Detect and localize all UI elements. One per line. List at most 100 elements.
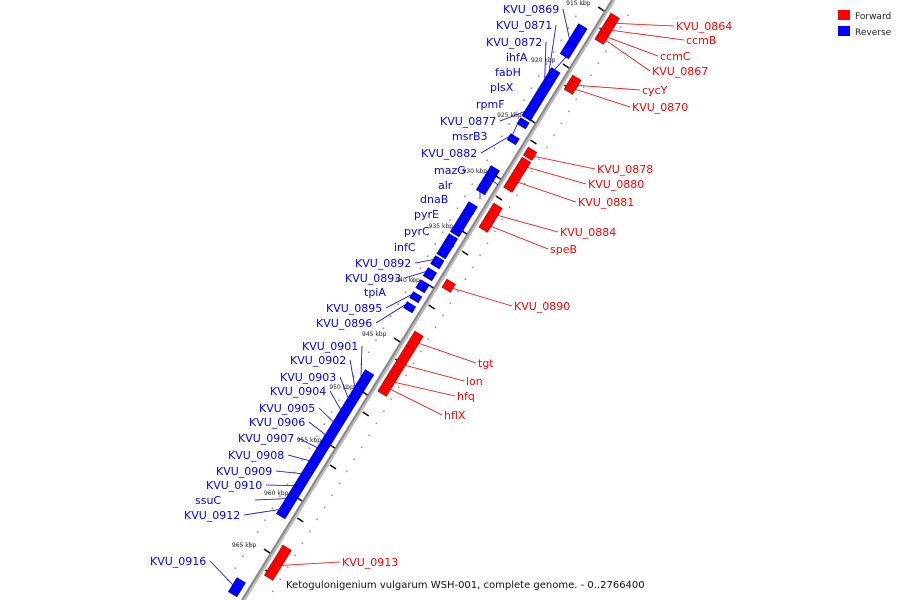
gene-feature-hflx[interactable]	[377, 376, 396, 397]
gene-label-kvu_0869[interactable]: KVU_0869	[503, 3, 559, 16]
guide-dot	[382, 327, 385, 330]
gene-feature-kvu_0912[interactable]	[276, 505, 291, 520]
gene-feature-kvu_0893[interactable]	[422, 267, 438, 282]
guide-dot	[441, 231, 444, 234]
gene-label-tgt[interactable]: tgt	[478, 357, 494, 370]
legend: Forward Reverse	[838, 10, 892, 38]
gene-feature-kvu_0877[interactable]	[521, 107, 536, 122]
gene-label-kvu_0881[interactable]: KVU_0881	[578, 196, 634, 209]
gene-label-fabh[interactable]: fabH	[495, 66, 521, 79]
guide-dot	[353, 375, 355, 378]
gene-label-kvu_0912[interactable]: KVU_0912	[184, 509, 240, 522]
gene-feature-kvu_0913[interactable]	[263, 544, 292, 581]
gene-feature-tpia[interactable]	[415, 279, 430, 294]
gene-feature-infc[interactable]	[436, 233, 459, 260]
gene-label-kvu_0904[interactable]: KVU_0904	[270, 385, 326, 398]
gene-label-speb[interactable]: speB	[550, 243, 577, 256]
gene-label-hflx[interactable]: hflX	[444, 409, 466, 422]
gene-feature-kvu_0892[interactable]	[430, 255, 445, 270]
guide-dot	[375, 339, 377, 342]
gene-label-kvu_0913[interactable]: KVU_0913	[342, 556, 398, 569]
gene-label-kvu_0909[interactable]: KVU_0909	[216, 465, 272, 478]
gene-feature-msrb3[interactable]	[516, 117, 530, 130]
leader-line	[405, 365, 465, 382]
gene-label-kvu_0878[interactable]: KVU_0878	[597, 163, 653, 176]
leader-line	[528, 103, 537, 106]
gene-label-ssuc[interactable]: ssuC	[195, 494, 221, 507]
leader-line	[518, 182, 577, 203]
gene-label-kvu_0867[interactable]: KVU_0867	[652, 65, 708, 78]
gene-label-kvu_0903[interactable]: KVU_0903	[280, 371, 336, 384]
gene-label-kvu_0908[interactable]: KVU_0908	[228, 449, 284, 462]
gene-label-dnab[interactable]: dnaB	[420, 193, 448, 206]
gene-label-kvu_0902[interactable]: KVU_0902	[290, 354, 346, 367]
guide-dot	[309, 530, 311, 533]
guide-dot	[286, 483, 289, 486]
gene-feature-kvu_0867[interactable]	[594, 30, 609, 45]
guide-dot	[523, 182, 526, 185]
guide-dot	[405, 374, 407, 377]
gene-label-kvu_0895[interactable]: KVU_0895	[326, 302, 382, 315]
guide-dot	[279, 578, 282, 581]
gene-label-msrb3[interactable]: msrB3	[452, 130, 488, 143]
gene-label-kvu_0864[interactable]: KVU_0864	[676, 20, 732, 33]
guide-dot	[397, 303, 400, 306]
gene-label-hfq[interactable]: hfq	[457, 390, 475, 403]
gene-label-rpmf[interactable]: rpmF	[476, 98, 505, 111]
gene-feature-kvu_0870[interactable]	[563, 78, 580, 95]
gene-label-kvu_0901[interactable]: KVU_0901	[302, 340, 358, 353]
guide-dot	[575, 15, 577, 18]
gene-label-kvu_0882[interactable]: KVU_0882	[421, 147, 477, 160]
gene-feature-speb[interactable]	[478, 214, 496, 233]
leader-line	[265, 484, 294, 487]
guide-dot	[427, 338, 430, 341]
gene-feature-kvu_0881[interactable]	[503, 166, 525, 193]
leader-line	[417, 283, 425, 293]
gene-label-tpia[interactable]: tpiA	[364, 286, 386, 299]
gene-label-kvu_0916[interactable]: KVU_0916	[150, 555, 206, 568]
leader-line	[349, 359, 356, 387]
guide-dot	[464, 278, 467, 281]
gene-label-lon[interactable]: lon	[466, 375, 483, 388]
gene-label-kvu_0905[interactable]: KVU_0905	[259, 402, 315, 415]
gene-label-kvu_0890[interactable]: KVU_0890	[514, 300, 570, 313]
gene-label-kvu_0907[interactable]: KVU_0907	[238, 432, 294, 445]
tick-label: 925 kbp	[497, 112, 522, 119]
gene-feature-kvu_0916[interactable]	[227, 577, 246, 598]
leader-line	[394, 382, 456, 397]
gene-label-kvu_0871[interactable]: KVU_0871	[496, 19, 552, 32]
guide-dot	[516, 194, 518, 197]
leader-line	[385, 294, 412, 309]
guide-dot	[293, 471, 296, 474]
gene-feature-kvu_0878[interactable]	[522, 146, 538, 161]
gene-label-cycy[interactable]: cycY	[642, 84, 668, 97]
gene-label-pyre[interactable]: pyrE	[414, 208, 439, 221]
gene-label-infc[interactable]: infC	[394, 241, 416, 254]
gene-label-pyrc[interactable]: pyrC	[404, 225, 430, 238]
gene-label-ccmb[interactable]: ccmB	[686, 34, 716, 47]
gene-label-kvu_0884[interactable]: KVU_0884	[560, 226, 616, 239]
gene-feature-pyrc[interactable]	[449, 215, 470, 238]
gene-feature-kvu_0896[interactable]	[403, 301, 417, 314]
leader-line	[616, 22, 675, 27]
gene-label-kvu_0872[interactable]: KVU_0872	[486, 36, 542, 49]
gene-label-mazg[interactable]: mazG	[434, 164, 466, 177]
gene-label-ihfa[interactable]: ihfA	[506, 51, 528, 64]
gene-label-kvu_0906[interactable]: KVU_0906	[249, 416, 305, 429]
gene-label-kvu_0896[interactable]: KVU_0896	[316, 317, 372, 330]
gene-feature-kvu_0890[interactable]	[441, 278, 456, 293]
gene-label-kvu_0877[interactable]: KVU_0877	[440, 115, 496, 128]
gene-feature-kvu_0895[interactable]	[409, 291, 423, 304]
gene-label-alr[interactable]: alr	[438, 179, 453, 192]
gene-feature-kvu_0882[interactable]	[506, 133, 520, 146]
guide-dot	[420, 350, 422, 353]
gene-label-plsx[interactable]: plsX	[490, 81, 514, 94]
gene-label-kvu_0880[interactable]: KVU_0880	[588, 178, 644, 191]
gene-label-ccmc[interactable]: ccmC	[660, 50, 691, 63]
gene-label-kvu_0892[interactable]: KVU_0892	[355, 257, 411, 270]
gene-label-kvu_0910[interactable]: KVU_0910	[206, 479, 262, 492]
gene-feature-kvu_0869[interactable]	[559, 23, 588, 60]
gene-label-kvu_0870[interactable]: KVU_0870	[632, 101, 688, 114]
gene-label-kvu_0893[interactable]: KVU_0893	[345, 272, 401, 285]
